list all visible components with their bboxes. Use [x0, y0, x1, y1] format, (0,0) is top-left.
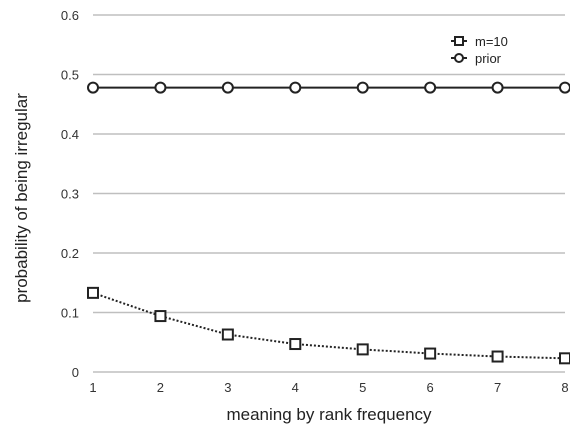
x-tick-label: 4 [292, 380, 299, 395]
x-tick-label: 6 [427, 380, 434, 395]
data-point-m10 [154, 310, 167, 323]
x-tick-label: 1 [89, 380, 96, 395]
y-tick-label: 0.2 [61, 246, 79, 261]
data-point-prior [559, 81, 570, 94]
legend-label-prior: prior [475, 51, 502, 66]
data-point-prior [424, 81, 437, 94]
data-point-m10 [289, 338, 302, 351]
data-point-prior [289, 81, 302, 94]
series-line-m10 [92, 291, 566, 360]
y-tick-label: 0.4 [61, 127, 79, 142]
x-tick-label: 5 [359, 380, 366, 395]
data-point-prior [154, 81, 167, 94]
legend-circle-marker [454, 53, 464, 63]
y-axis-label: probability of being irregular [12, 93, 31, 303]
data-point-m10 [356, 343, 369, 356]
y-tick-labels: 0 0.1 0.2 0.3 0.4 0.5 0.6 [61, 8, 79, 380]
x-tick-label: 2 [157, 380, 164, 395]
data-point-m10 [559, 352, 570, 365]
y-tick-label: 0 [72, 365, 79, 380]
series-layer [87, 81, 570, 365]
x-tick-label: 8 [561, 380, 568, 395]
data-point-m10 [424, 347, 437, 360]
legend: m=10 prior [451, 34, 508, 66]
data-point-m10 [491, 350, 504, 363]
data-point-m10 [87, 286, 99, 299]
legend-square-marker [454, 36, 464, 46]
data-point-prior [87, 81, 99, 94]
x-axis-label: meaning by rank frequency [226, 405, 432, 424]
data-point-prior [356, 81, 369, 94]
data-point-prior [221, 81, 234, 94]
data-point-prior [491, 81, 504, 94]
y-tick-label: 0.6 [61, 8, 79, 23]
x-tick-label: 3 [224, 380, 231, 395]
x-tick-label: 7 [494, 380, 501, 395]
legend-label-m10: m=10 [475, 34, 508, 49]
y-tick-label: 0.1 [61, 306, 79, 321]
data-point-m10 [221, 328, 234, 341]
y-tick-label: 0.3 [61, 187, 79, 202]
x-tick-labels: 1 2 3 4 5 6 7 8 [89, 380, 568, 395]
y-tick-label: 0.5 [61, 68, 79, 83]
grid-layer [93, 14, 565, 373]
